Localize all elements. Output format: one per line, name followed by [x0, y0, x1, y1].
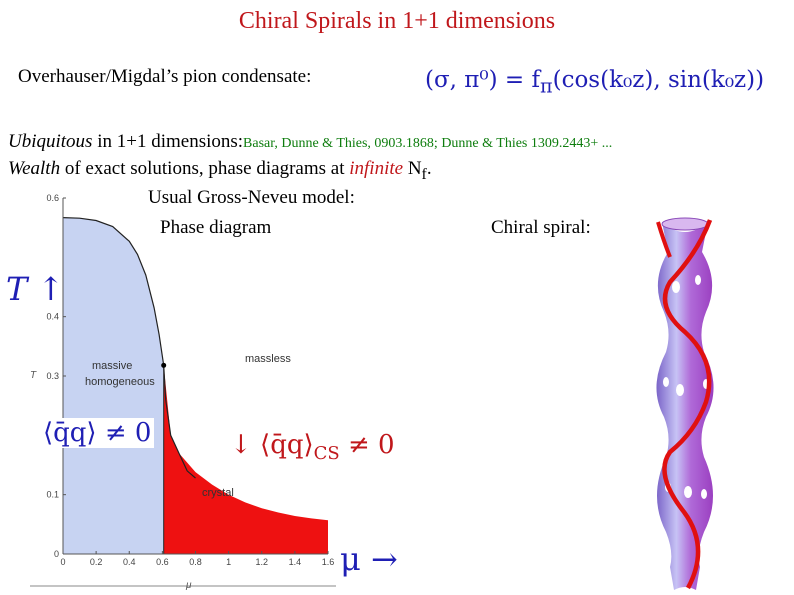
x-tick-label: 1.2 — [255, 557, 268, 567]
wealth-em: Wealth — [8, 158, 61, 179]
infinite-word: infinite — [349, 158, 404, 179]
homogeneous-label: homogeneous — [85, 376, 155, 388]
massive-region — [63, 217, 196, 554]
wealth-text: of exact solutions, phase diagrams at — [60, 158, 350, 179]
y-tick-label: 0.1 — [46, 490, 59, 500]
spiral-red-band — [662, 219, 713, 590]
wealth-line: Wealth of exact solutions, phase diagram… — [8, 158, 432, 184]
ubiquitous-em: Ubiquitous — [8, 131, 93, 152]
chiral-spiral-label: Chiral spiral: — [491, 217, 591, 238]
phase-boundary-line — [62, 217, 196, 479]
x-tick-label: 1 — [226, 557, 231, 567]
qq-cs-sub: CS — [313, 443, 340, 465]
y-tick-label: 0.3 — [46, 371, 59, 381]
slide-title: Chiral Spirals in 1+1 dimensions — [238, 8, 556, 34]
T-arrow-label: T ↑ — [6, 270, 65, 308]
chiral-spiral-image — [656, 217, 714, 590]
gross-neveu-label: Usual Gross-Neveu model: — [148, 187, 355, 208]
x-tick-label: 1.4 — [289, 557, 302, 567]
y-tick-label: 0 — [54, 549, 59, 559]
nf-label: N — [403, 158, 422, 179]
crystal-label: crystal — [202, 487, 234, 499]
x-tick-label: 0.6 — [156, 557, 169, 567]
ubiquitous-line: Ubiquitous in 1+1 dimensions:Basar, Dunn… — [8, 131, 612, 153]
ubiquitous-text: in 1+1 dimensions: — [92, 131, 244, 152]
y-tick-label: 0.4 — [46, 312, 59, 322]
formula-lhs: (σ, π⁰) = f — [425, 67, 541, 93]
x-tick-label: 0.4 — [123, 557, 136, 567]
qq-cs-tail: ≠ 0 — [339, 430, 395, 460]
tricritical-point — [161, 362, 167, 368]
nf-sub: f — [421, 165, 427, 183]
phase-diagram-chart: 00.20.40.60.811.21.41.600.10.20.30.40.6 … — [30, 193, 336, 591]
crystal-region — [163, 365, 328, 554]
mu-arrow-label: μ → — [340, 540, 398, 578]
chiral-spiral-condensate-label: ↓ ⟨q̄q⟩CS ≠ 0 — [230, 430, 395, 464]
formula-sub: π — [540, 74, 553, 98]
massless-label: massless — [245, 353, 291, 365]
x-tick-label: 0.8 — [189, 557, 202, 567]
spiral-red-band-top — [656, 221, 672, 258]
condensate-nonzero-label: ⟨q̄q⟩ ≠ 0 — [40, 418, 155, 448]
x-tick-label: 1.6 — [322, 557, 335, 567]
qq-cs-main: ↓ ⟨q̄q⟩ — [230, 430, 314, 460]
y-tick-label: 0.6 — [46, 193, 59, 203]
phase-diagram-label: Phase diagram — [160, 217, 272, 238]
formula-tail: (cos(k₀z), sin(k₀z)) — [552, 67, 765, 93]
y-axis-label: T — [30, 370, 37, 381]
massive-label: massive — [92, 360, 132, 372]
wealth-end: . — [426, 158, 432, 179]
x-tick-label: 0 — [60, 557, 65, 567]
spiral-top-cap — [661, 217, 709, 231]
x-axis-label: μ — [185, 580, 192, 591]
overhauser-text: Overhauser/Migdal’s pion condensate: — [18, 66, 312, 87]
x-tick-label: 0.2 — [90, 557, 103, 567]
references: Basar, Dunne & Thies, 0903.1868; Dunne &… — [243, 136, 613, 151]
condensate-formula: (σ, π⁰) = fπ(cos(k₀z), sin(k₀z)) — [425, 67, 764, 98]
